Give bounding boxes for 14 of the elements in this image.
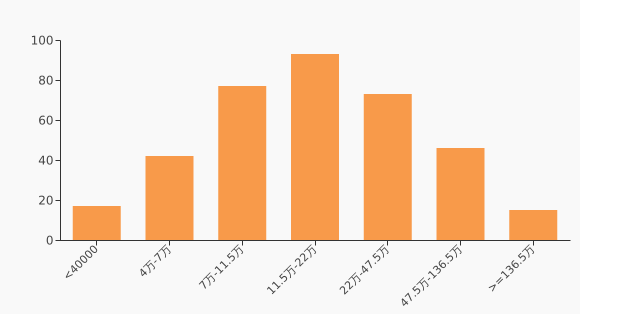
y-tick-label: 60 xyxy=(38,114,54,128)
bar xyxy=(364,94,412,240)
bar xyxy=(218,86,266,240)
bar xyxy=(436,148,485,240)
y-tick-label: 80 xyxy=(38,74,54,88)
y-tick-label: 100 xyxy=(30,34,54,48)
y-tick-label: 40 xyxy=(38,154,54,168)
bar xyxy=(145,156,194,240)
bar xyxy=(291,54,339,240)
y-tick-label: 0 xyxy=(46,234,54,248)
bar xyxy=(72,206,121,240)
y-tick-label: 20 xyxy=(38,194,54,208)
x-tick-label: 4万-7万 xyxy=(136,242,174,280)
bar xyxy=(509,210,558,240)
